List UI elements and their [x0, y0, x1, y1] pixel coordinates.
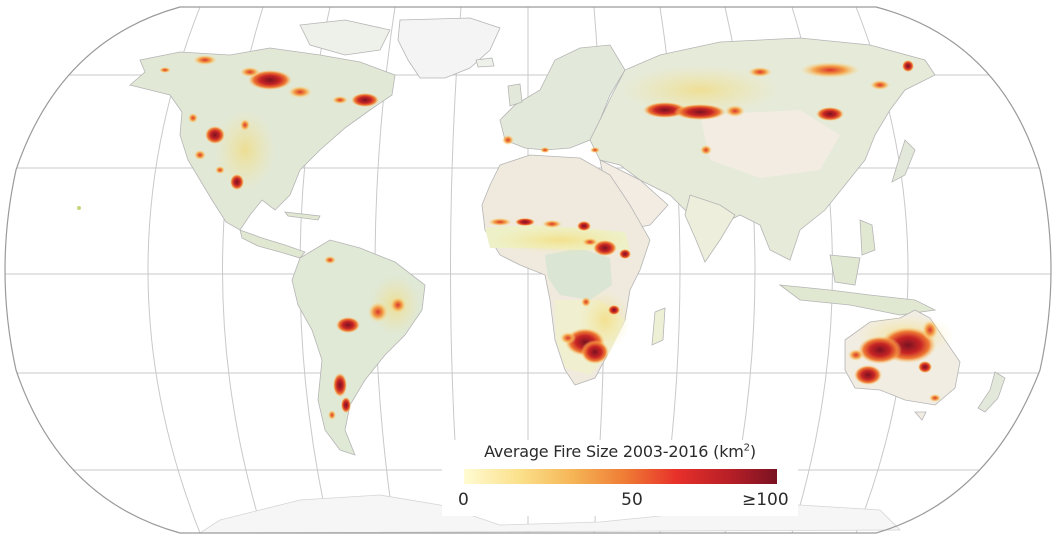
greenland: [397, 17, 501, 79]
south-america: [291, 239, 426, 456]
legend-mid-label: 50: [621, 490, 643, 510]
legend: Average Fire Size 2003-2016 (km2) 0 50 ≥…: [442, 440, 798, 516]
legend-title: Average Fire Size 2003-2016 (km2): [484, 442, 756, 461]
central-asia-dry: [700, 110, 840, 178]
arctic-islands: [299, 19, 391, 56]
globe-outline: [4, 6, 1052, 534]
legend-max-label: ≥100: [742, 490, 789, 510]
fire-hotspots: [159, 55, 941, 420]
central-america: [239, 229, 306, 259]
great-britain: [507, 83, 523, 107]
india: [684, 194, 736, 263]
indonesia: [778, 284, 937, 316]
tasmania: [914, 411, 927, 421]
philippines: [859, 219, 876, 256]
congo-forest: [545, 248, 612, 300]
new-zealand: [977, 371, 1006, 413]
hawaii: [77, 206, 81, 210]
japan: [891, 139, 916, 183]
iceland: [475, 57, 495, 68]
legend-min-label: 0: [458, 490, 469, 510]
madagascar: [651, 307, 666, 346]
antarctica: [198, 494, 901, 534]
caribbean: [284, 211, 321, 221]
borneo: [829, 254, 861, 286]
legend-colorbar: [464, 469, 777, 484]
